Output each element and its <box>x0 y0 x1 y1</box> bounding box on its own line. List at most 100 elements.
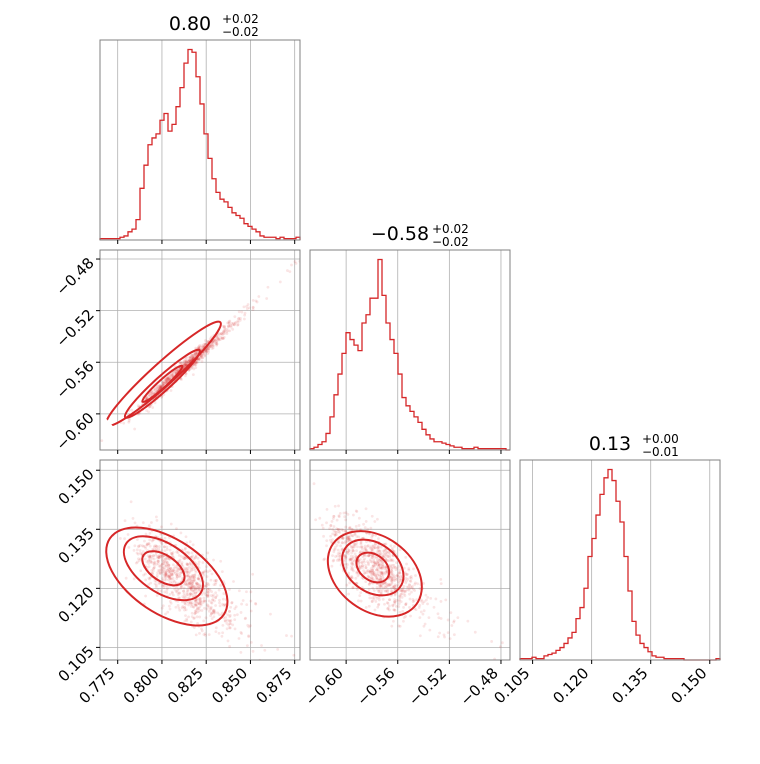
sample-point <box>379 571 383 574</box>
sample-point <box>204 349 208 352</box>
sample-point <box>249 599 253 603</box>
sample-point <box>215 339 219 343</box>
sample-point <box>228 626 231 630</box>
scatter-panel-1 <box>96 249 301 454</box>
sample-point <box>207 633 211 636</box>
sample-point <box>394 568 398 572</box>
sample-point <box>231 327 235 331</box>
sample-point <box>379 577 382 581</box>
sample-point <box>368 569 372 573</box>
sample-point <box>192 557 196 561</box>
sample-point <box>185 360 188 364</box>
sample-point <box>377 563 381 567</box>
sample-point <box>145 542 149 546</box>
sample-point <box>345 563 349 566</box>
sample-point <box>188 358 192 362</box>
sample-point <box>189 583 193 587</box>
sample-point <box>165 573 169 577</box>
sample-point <box>359 541 363 545</box>
sample-point <box>220 336 224 340</box>
sample-point <box>195 360 199 364</box>
sample-point <box>188 601 192 605</box>
sample-point <box>380 572 384 576</box>
sample-point <box>203 343 207 347</box>
sample-point <box>162 380 166 384</box>
sample-point <box>209 607 212 611</box>
sample-point <box>183 601 187 605</box>
sample-point <box>188 570 192 574</box>
sample-point <box>376 544 380 548</box>
sample-point <box>168 574 171 577</box>
sample-point <box>191 576 194 580</box>
sample-point <box>191 583 194 587</box>
sample-point <box>191 543 195 547</box>
sample-point <box>198 585 202 588</box>
sample-point <box>204 569 208 573</box>
sample-point <box>260 644 263 647</box>
sample-point <box>248 624 252 628</box>
sample-point <box>143 557 147 561</box>
sample-point <box>360 545 364 549</box>
sample-point <box>198 588 201 592</box>
sample-point <box>378 574 382 578</box>
sample-point <box>348 525 352 529</box>
sample-point <box>404 603 408 606</box>
sample-point <box>414 608 418 612</box>
sample-point <box>184 374 187 378</box>
sample-point <box>364 520 368 523</box>
sample-point <box>195 352 198 356</box>
sample-point <box>381 572 385 576</box>
sample-point <box>152 561 156 565</box>
sample-point <box>206 346 210 350</box>
sample-point <box>354 543 357 547</box>
sample-point <box>376 561 380 565</box>
sample-point <box>189 586 193 590</box>
sample-point <box>213 339 217 342</box>
sample-point <box>333 547 337 551</box>
sample-point <box>378 566 382 570</box>
title-median: 0.13 <box>589 433 631 455</box>
sample-point <box>166 376 170 380</box>
sample-point <box>192 592 195 596</box>
sample-point <box>355 571 359 575</box>
sample-point <box>185 582 189 586</box>
sample-point <box>389 559 393 562</box>
sample-point <box>357 599 360 603</box>
sample-point <box>228 319 232 323</box>
sample-point <box>201 570 205 574</box>
sample-point <box>391 559 395 563</box>
sample-point <box>219 332 223 336</box>
sample-point <box>427 616 431 620</box>
sample-point <box>188 356 192 360</box>
sample-point <box>180 606 184 610</box>
sample-point <box>158 556 161 560</box>
sample-point <box>184 596 188 600</box>
sample-point <box>350 527 354 531</box>
sample-point <box>199 599 203 603</box>
sample-point <box>363 547 367 551</box>
sample-point <box>189 602 193 606</box>
sample-point <box>382 549 386 553</box>
sample-point <box>184 535 188 539</box>
sample-point <box>338 554 342 558</box>
sample-point <box>397 605 401 608</box>
x-tick-label: 0.825 <box>164 664 207 707</box>
sample-point <box>227 322 231 325</box>
sample-point <box>132 577 136 581</box>
sample-point <box>183 362 187 366</box>
sample-point <box>365 571 369 575</box>
sample-point <box>351 548 354 552</box>
sample-point <box>364 548 368 552</box>
sample-point <box>222 603 226 607</box>
sample-point <box>197 583 201 587</box>
sample-point <box>406 577 410 581</box>
sample-point <box>373 608 377 612</box>
density-contour <box>341 538 405 597</box>
sample-point <box>147 559 150 563</box>
sample-point <box>346 535 350 539</box>
sample-point <box>388 555 392 559</box>
sample-point <box>144 532 148 536</box>
histogram-step-line <box>309 258 510 451</box>
sample-point <box>349 557 353 561</box>
sample-point <box>336 548 340 552</box>
